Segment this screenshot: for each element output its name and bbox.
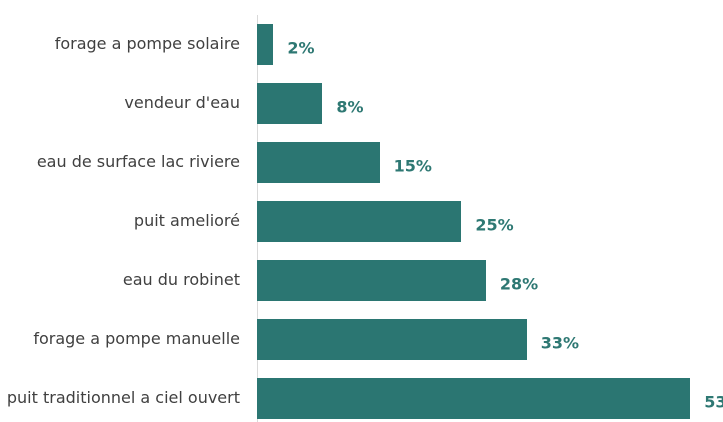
- data-label: 28%: [499, 274, 539, 294]
- bar: [257, 377, 691, 419]
- data-label: 25%: [475, 215, 514, 235]
- bar: [257, 200, 462, 242]
- category-label: puit traditionnel a ciel ouvert: [6, 388, 240, 407]
- data-label: 8%: [336, 97, 364, 117]
- category-label: eau du robinet: [122, 270, 240, 289]
- bar: [257, 259, 486, 301]
- data-label: 33%: [540, 333, 580, 353]
- category-label: eau de surface lac riviere: [36, 152, 240, 171]
- category-label: forage a pompe manuelle: [33, 329, 240, 348]
- data-label: 15%: [393, 156, 432, 176]
- data-label: 2%: [287, 38, 315, 58]
- category-label: puit amelioré: [133, 211, 240, 230]
- bar: [257, 318, 527, 360]
- data-label: 53%: [704, 392, 723, 412]
- bar: [257, 141, 380, 183]
- category-label: forage a pompe solaire: [54, 34, 240, 53]
- bar: [257, 23, 274, 65]
- bar: [257, 82, 323, 124]
- category-label: vendeur d'eau: [124, 93, 240, 112]
